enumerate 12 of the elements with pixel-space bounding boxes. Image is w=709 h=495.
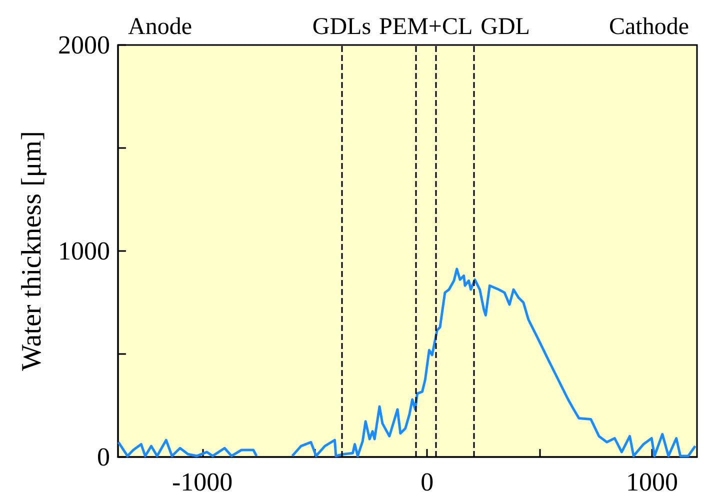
text: Anode [128, 14, 192, 40]
text: PEM+CL [379, 14, 473, 40]
y-tick-label: 0 [97, 442, 110, 472]
text: Cathode [609, 14, 690, 40]
x-tick-label: 0 [420, 468, 434, 495]
y-tick-label: 1000 [58, 236, 110, 266]
x-tick-label: 1000 [626, 468, 678, 495]
y-axis-title: Water thickness [μm] [16, 131, 48, 371]
annotation: GDLs [312, 14, 372, 40]
y-tick-label: 2000 [58, 30, 110, 60]
x-tick-label: -1000 [172, 468, 233, 495]
text: GDL [480, 14, 530, 40]
